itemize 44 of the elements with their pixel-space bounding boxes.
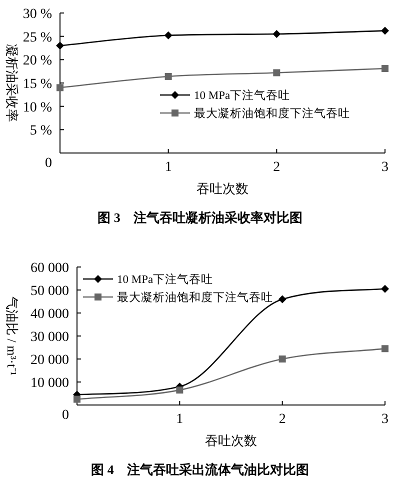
x-tick-label: 1 [176, 412, 184, 427]
y-tick-label: 30 % [22, 7, 52, 22]
y-tick-label: 40 000 [30, 307, 69, 322]
y-tick-label: 10 000 [30, 376, 69, 391]
y-tick-label: 5 % [30, 124, 52, 139]
point [272, 30, 281, 38]
y-tick-label: 10 % [22, 100, 52, 116]
x-axis-title: 吞吐次数 [205, 433, 257, 448]
point [273, 69, 280, 76]
x-axis-title: 吞吐次数 [196, 181, 248, 196]
y-tick-label: 0 [45, 156, 52, 171]
y-tick-label: 30 000 [30, 330, 69, 345]
x-tick-label: 2 [273, 160, 280, 175]
point [164, 72, 172, 80]
point [382, 65, 388, 72]
point [164, 31, 172, 40]
y-tick-label: 0 [62, 408, 69, 423]
point [56, 84, 64, 92]
text: 图 3 注气吞吐凝析油采收率对比图 [98, 210, 302, 225]
x-tick-label: 3 [382, 160, 388, 175]
legend-label: 10 MPa下注气吞吐 [194, 88, 290, 102]
point [176, 386, 184, 394]
legend-label: 10 MPa下注气吞吐 [117, 272, 214, 286]
y-axis-title: 凝析油采收率 [4, 44, 20, 122]
y-tick-label: 50 000 [30, 284, 69, 299]
y-tick-label: 15 % [22, 77, 52, 92]
y-tick-label: 25 % [22, 30, 52, 46]
y-tick-label: 60 000 [30, 261, 69, 276]
point [382, 345, 388, 352]
point [278, 356, 286, 362]
legend-label: 最大凝析油饱和度下注气吞吐 [194, 106, 350, 120]
x-tick-label: 2 [278, 412, 286, 427]
point [381, 284, 389, 293]
y-axis-title: 气油比 / m³·t⁻¹ [4, 296, 20, 376]
x-tick-label: 1 [164, 160, 172, 175]
point [278, 295, 286, 304]
y-tick-label: 20 000 [30, 353, 69, 368]
text: 图 4 注气吞吐采出流体气油比对比图 [91, 462, 309, 477]
legend-label: 最大凝析油饱和度下注气吞吐 [117, 290, 273, 304]
point [56, 42, 64, 50]
point [74, 396, 80, 403]
x-tick-label: 3 [382, 412, 388, 427]
point [381, 26, 389, 35]
y-tick-label: 20 % [22, 54, 52, 69]
